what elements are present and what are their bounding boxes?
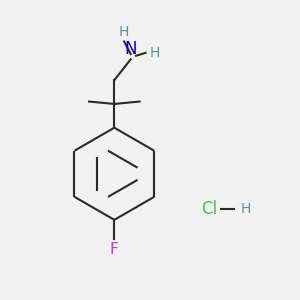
Text: F: F bbox=[110, 242, 119, 256]
Text: N: N bbox=[124, 40, 137, 58]
Text: H: H bbox=[119, 25, 129, 38]
Text: H: H bbox=[150, 46, 160, 60]
Text: Cl: Cl bbox=[201, 200, 218, 218]
Text: H: H bbox=[241, 202, 251, 216]
